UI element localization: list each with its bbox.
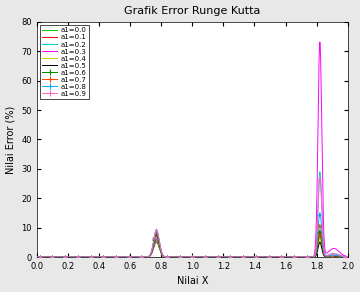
Legend: a1=0.0, a1=0.1, a1=0.2, a1=0.3, a1=0.4, a1=0.5, a1=0.6, a1=0.7, a1=0.8, a1=0.9: a1=0.0, a1=0.1, a1=0.2, a1=0.3, a1=0.4, … <box>40 25 89 99</box>
X-axis label: Nilai X: Nilai X <box>176 277 208 286</box>
Y-axis label: Nilai Error (%): Nilai Error (%) <box>5 105 15 173</box>
Title: Grafik Error Runge Kutta: Grafik Error Runge Kutta <box>124 6 260 15</box>
